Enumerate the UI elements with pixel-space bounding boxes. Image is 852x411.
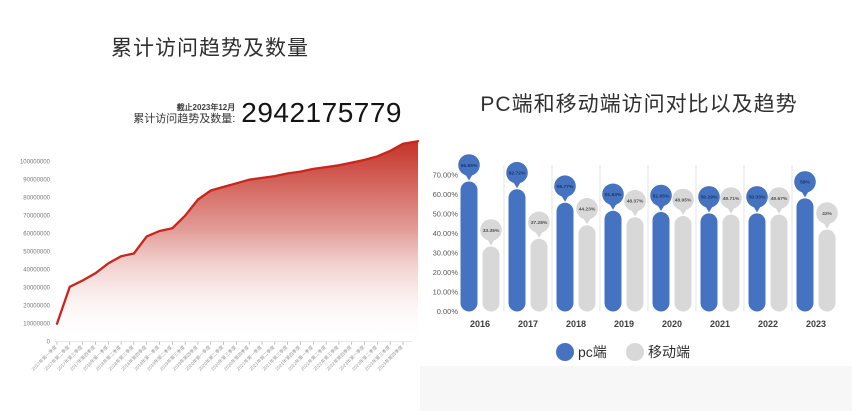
y-tick-label: 40.00% — [433, 229, 459, 238]
stat-asof-date: 截止2023年12月 — [176, 102, 236, 112]
mobile-bubble — [768, 187, 790, 209]
year-label: 2023 — [806, 319, 826, 329]
pc-bubble-label: 62.72% — [509, 171, 526, 177]
mobile-bubble — [672, 188, 694, 211]
y-tick-label: 50.00% — [433, 210, 459, 219]
year-label: 2016 — [470, 319, 490, 329]
mobile-bar — [530, 238, 548, 312]
pc-bubble-label: 55.77% — [557, 184, 574, 190]
mobile-bubble — [528, 211, 550, 234]
pc-bubble — [458, 154, 480, 176]
area-fill — [57, 141, 418, 342]
y-tick-label: 50000000 — [23, 250, 50, 256]
stat-label: 累计访问趋势及数量: — [133, 112, 236, 125]
mobile-bar — [722, 214, 740, 312]
pc-legend-icon — [556, 343, 574, 361]
pc-bubble-label: 66.65% — [461, 163, 478, 169]
pc-bar — [652, 212, 670, 312]
mobile-bubble — [624, 189, 646, 212]
stat-labels: 截止2023年12月 累计访问趋势及数量: — [133, 103, 235, 127]
pc-bubble — [602, 183, 624, 206]
pc-bubble-label: 58% — [800, 180, 810, 186]
mobile-bar — [626, 217, 644, 312]
pc-bar — [604, 210, 622, 312]
pc-bubble — [698, 186, 720, 208]
pc-bar — [556, 202, 574, 312]
mobile-bubble — [576, 198, 598, 220]
pc-bar — [796, 198, 814, 312]
y-tick-label: 10000000 — [23, 322, 50, 328]
y-tick-label: 10.00% — [433, 288, 459, 297]
mobile-legend-icon — [626, 343, 644, 361]
pc-mobile-panel: PC端和移动端访问对比以及趋势 0.00% 10.00% 20.00% 30.00% 4… — [426, 0, 852, 411]
pc-bar — [460, 181, 478, 312]
mobile-bar — [770, 214, 788, 312]
year-label: 2018 — [566, 319, 586, 329]
mobile-bubble-label: 49.71% — [723, 196, 740, 202]
slide-background-strip — [420, 366, 852, 411]
pc-bubble — [554, 175, 576, 197]
pc-bubble-label: 50.29% — [701, 195, 718, 201]
mobile-bubble-label: 49.67% — [771, 196, 788, 202]
y-tick-label: 60000000 — [23, 232, 50, 238]
pc-bubble — [746, 186, 768, 208]
year-label: 2020 — [662, 319, 682, 329]
stat-value: 2942175779 — [241, 97, 402, 128]
y-tick-label: 70000000 — [23, 214, 50, 220]
y-tick-label: 90000000 — [23, 178, 50, 184]
area-line — [55, 140, 420, 325]
mobile-bubble-label: 42% — [822, 211, 832, 217]
pc-bubble — [650, 184, 672, 207]
mobile-legend-label: 移动端 — [648, 344, 690, 360]
y-tick-label: 0.00% — [437, 307, 459, 316]
y-tick-label: 20.00% — [433, 268, 459, 277]
left-chart-title: 累计访问趋势及数量 — [111, 37, 309, 60]
y-tick-label: 70.00% — [433, 171, 459, 180]
y-tick-label: 0 — [47, 340, 51, 346]
year-label: 2019 — [614, 319, 634, 329]
right-chart-title: PC端和移动端访问对比以及趋势 — [480, 93, 798, 116]
pc-bubble-label: 51.05% — [653, 193, 670, 199]
y-tick-label: 30.00% — [433, 249, 459, 258]
mobile-bubble — [480, 219, 502, 241]
pc-bubble-label: 50.33% — [749, 195, 766, 201]
mobile-bubble — [816, 202, 838, 224]
pc-bar — [508, 189, 526, 312]
mobile-bar — [818, 229, 836, 312]
mobile-bubble-label: 48.95% — [675, 197, 692, 203]
y-tick-label: 60.00% — [433, 190, 459, 199]
mobile-bubble-label: 37.28% — [531, 220, 548, 226]
mobile-bubble-label: 33.35% — [483, 228, 500, 234]
pc-bubble — [506, 161, 528, 184]
y-tick-label: 80000000 — [23, 196, 50, 202]
mobile-bubble — [720, 187, 742, 209]
year-label: 2017 — [518, 319, 538, 329]
pc-legend-label: pc端 — [578, 344, 607, 360]
y-tick-label: 30000000 — [23, 286, 50, 292]
y-tick-label: 20000000 — [23, 304, 50, 310]
pc-bubble — [794, 171, 816, 193]
mobile-bubble-label: 48.37% — [627, 199, 644, 205]
mobile-bar — [674, 216, 692, 312]
area-chart: 0 10000000 20000000 30000000 40000000 5000000… — [20, 140, 420, 372]
pc-bubble-label: 51.63% — [605, 192, 622, 198]
lollipop-chart: 0.00% 10.00% 20.00% 30.00% 40.00% 50.00% 60.00… — [433, 154, 838, 361]
y-tick-label: 100000000 — [20, 160, 51, 166]
mobile-bar — [578, 225, 596, 312]
year-label: 2021 — [710, 319, 730, 329]
pc-bar — [748, 213, 766, 312]
mobile-bar — [482, 246, 500, 312]
year-label: 2022 — [758, 319, 778, 329]
pc-bar — [700, 213, 718, 312]
cumulative-total-stat: 截止2023年12月 累计访问趋势及数量: 2942175779 — [133, 97, 402, 128]
cumulative-visits-panel: 累计访问趋势及数量 截止2023年12月 累计访问趋势及数量: 29421757… — [0, 0, 420, 411]
mobile-bubble-label: 44.23% — [579, 207, 596, 213]
y-tick-label: 40000000 — [23, 268, 50, 274]
